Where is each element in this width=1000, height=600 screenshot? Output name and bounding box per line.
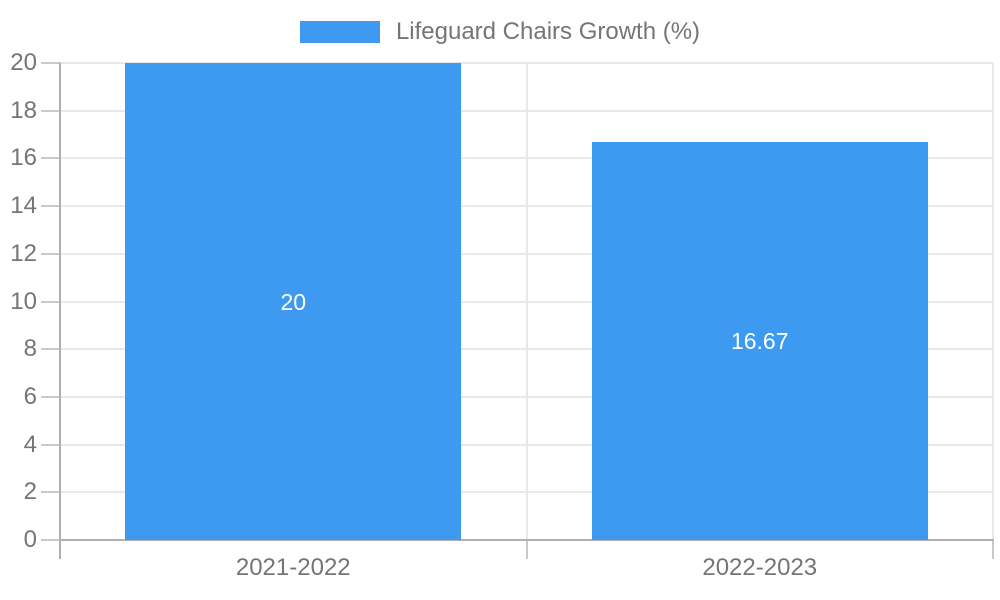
category-boundary-gridline — [525, 63, 528, 540]
y-tick-label: 12 — [10, 239, 37, 267]
y-tick-label: 4 — [23, 430, 37, 458]
y-tick-label: 14 — [10, 192, 37, 220]
x-category-label: 2022-2023 — [702, 554, 818, 581]
y-axis-tick — [41, 539, 60, 541]
y-tick-label: 10 — [10, 287, 37, 315]
y-tick-label: 18 — [10, 96, 37, 124]
y-axis-tick — [41, 491, 60, 494]
y-axis-tick — [41, 300, 60, 303]
legend[interactable]: Lifeguard Chairs Growth (%) — [0, 19, 1000, 45]
bar-2021-2022[interactable] — [125, 63, 462, 540]
y-axis-tick — [41, 109, 60, 112]
y-tick-label: 8 — [23, 335, 37, 363]
y-axis-tick — [41, 62, 60, 64]
y-axis-tick — [41, 395, 60, 398]
category-boundary-gridline — [992, 63, 994, 540]
y-axis-tick — [41, 252, 60, 255]
x-axis-tick — [992, 541, 994, 559]
y-tick-label: 2 — [23, 478, 37, 506]
x-category-label: 2021-2022 — [235, 554, 351, 581]
x-axis-tick — [525, 541, 528, 559]
y-axis-line — [59, 63, 61, 559]
y-tick-label: 6 — [23, 382, 37, 410]
bar-value-label: 20 — [280, 288, 307, 315]
y-axis-tick — [41, 443, 60, 446]
bar-value-label: 16.67 — [730, 328, 789, 355]
y-axis-tick — [41, 157, 60, 160]
y-tick-label: 0 — [23, 526, 37, 553]
y-axis-tick — [41, 205, 60, 208]
legend-label: Lifeguard Chairs Growth (%) — [395, 18, 701, 45]
legend-swatch-icon — [299, 21, 380, 43]
bar-2022-2023[interactable] — [591, 142, 928, 540]
y-axis-tick — [41, 348, 60, 351]
y-tick-label: 20 — [10, 49, 37, 76]
x-axis-line — [59, 539, 994, 541]
y-tick-label: 16 — [10, 144, 37, 172]
